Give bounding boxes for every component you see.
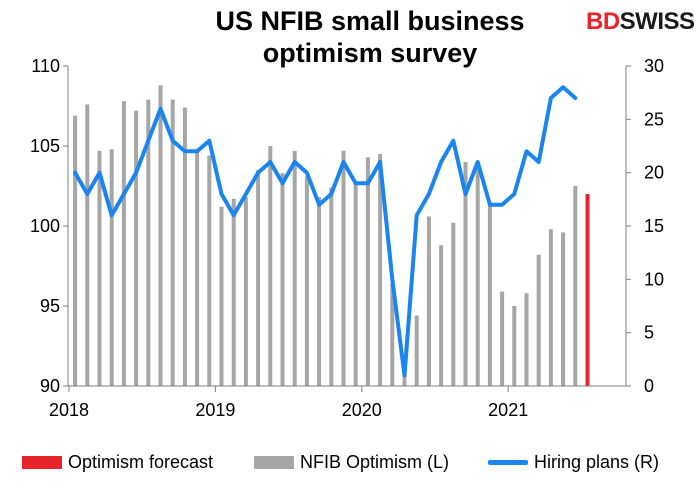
nfib-bar-2018-12: [207, 155, 212, 386]
right-tick-label-15: 15: [644, 216, 664, 236]
left-tick-label-95: 95: [40, 296, 60, 316]
nfib-bar-2021-01: [512, 306, 517, 386]
x-tick-label-2019: 2019: [195, 400, 235, 420]
nfib-bar-2019-10: [329, 187, 334, 386]
forecast-bar-2021-07: [585, 194, 590, 386]
legend-item-hiring-plans: Hiring plans (R): [488, 452, 659, 473]
x-tick-label-2021: 2021: [488, 400, 528, 420]
nfib-bar-2018-05: [121, 101, 126, 386]
right-tick-label-0: 0: [644, 376, 654, 396]
nfib-bar-2019-01: [219, 206, 224, 386]
nfib-bar-2021-04: [548, 229, 553, 386]
nfib-bar-2018-11: [195, 149, 200, 386]
left-tick-label-90: 90: [40, 376, 60, 396]
legend-item-optimism-forecast: Optimism forecast: [22, 452, 213, 473]
nfib-bar-2020-07: [439, 245, 444, 386]
nfib-bar-2021-02: [524, 293, 529, 386]
nfib-bar-2018-02: [85, 104, 90, 387]
nfib-bar-2020-06: [426, 216, 431, 386]
nfib-bar-2020-11: [487, 203, 492, 386]
nfib-bar-2020-09: [463, 162, 468, 386]
nfib-bar-2019-09: [317, 197, 322, 386]
right-tick-label-10: 10: [644, 269, 664, 289]
nfib-bar-2020-08: [451, 222, 456, 386]
hiring-plans-line: [73, 85, 578, 378]
legend-label-nfib-optimism: NFIB Optimism (L): [300, 452, 450, 472]
nfib-bar-2019-03: [243, 197, 248, 386]
right-tick-label-5: 5: [644, 323, 654, 343]
logo-part2: SWISS: [619, 8, 695, 35]
legend-label-optimism-forecast: Optimism forecast: [68, 452, 214, 472]
nfib-bar-2018-06: [134, 110, 139, 387]
nfib-bar-2018-09: [170, 99, 175, 386]
nfib-bar-2019-04: [256, 170, 261, 386]
chart-title-line1: US NFIB small business: [215, 6, 525, 36]
nfib-bar-2019-11: [341, 150, 346, 386]
nfib-bar-2020-03: [390, 283, 395, 386]
nfib-bar-2021-05: [561, 232, 566, 386]
nfib-bar-2020-05: [414, 315, 419, 386]
nfib-bar-2019-08: [304, 176, 309, 386]
right-tick-label-30: 30: [644, 56, 664, 76]
x-tick-label-2018: 2018: [49, 400, 89, 420]
bdswiss-logo: BDSWISS: [586, 8, 695, 36]
left-tick-label-110: 110: [31, 56, 60, 76]
right-tick-label-25: 25: [644, 109, 664, 129]
nfib-bar-2020-04: [402, 371, 407, 386]
axes-layer: 90 95 100 105 110 0 5 10 15 20 25 30 2018 2019 2020 202…: [30, 56, 664, 420]
bars-layer: [73, 85, 590, 387]
nfib-bar-2020-10: [475, 162, 480, 386]
legend-label-hiring-plans: Hiring plans (R): [534, 452, 660, 472]
x-tick-label-2020: 2020: [342, 400, 382, 420]
nfib-bar-2021-03: [536, 254, 541, 386]
nfib-bar-2019-05: [268, 146, 273, 386]
nfib-bar-2020-01: [365, 157, 370, 386]
nfib-bar-2021-06: [573, 186, 578, 386]
right-tick-label-20: 20: [644, 163, 664, 183]
nfib-bar-2018-07: [146, 99, 151, 386]
legend-item-nfib-optimism: NFIB Optimism (L): [254, 452, 449, 473]
nfib-bar-2019-06: [280, 173, 285, 386]
nfib-bar-2018-04: [109, 149, 114, 386]
nfib-bar-2020-02: [378, 154, 383, 386]
legend-swatch-nfib-optimism: [254, 456, 294, 469]
nfib-bar-2019-02: [231, 198, 236, 386]
legend-swatch-optimism-forecast: [22, 456, 62, 469]
nfib-bar-2018-08: [158, 85, 163, 386]
nfib-bar-2019-07: [292, 150, 297, 386]
legend-swatch-hiring-plans: [488, 460, 528, 465]
nfib-bar-2019-12: [353, 182, 358, 386]
nfib-bar-2018-03: [97, 150, 102, 386]
left-tick-label-105: 105: [30, 136, 60, 156]
line-layer: [73, 85, 578, 378]
left-tick-label-100: 100: [30, 216, 60, 236]
legend: Optimism forecast NFIB Optimism (L) Hiri…: [0, 452, 700, 478]
nfib-bar-2020-12: [500, 291, 505, 386]
nfib-bar-2018-01: [73, 115, 78, 386]
logo-part1: BD: [586, 8, 620, 35]
nfib-bar-2018-10: [182, 107, 187, 386]
chart-title-line2: optimism survey: [262, 38, 478, 68]
